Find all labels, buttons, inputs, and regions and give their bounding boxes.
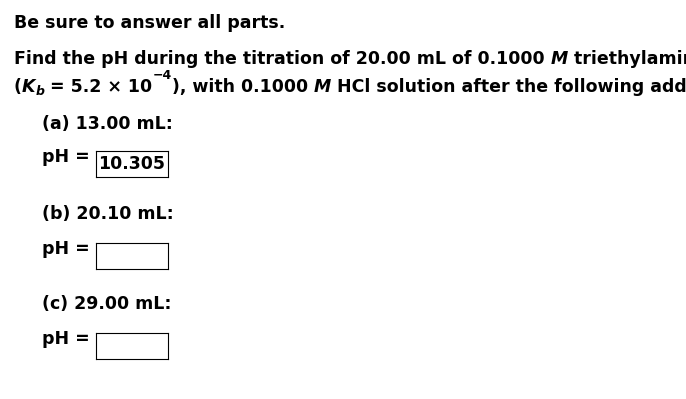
Text: Be sure to answer all parts.: Be sure to answer all parts.: [14, 14, 285, 32]
Text: (: (: [14, 78, 22, 96]
Text: −4: −4: [152, 69, 172, 82]
Text: pH =: pH =: [42, 240, 96, 258]
Text: (a) 13.00 mL:: (a) 13.00 mL:: [42, 115, 173, 133]
Text: = 5.2 × 10: = 5.2 × 10: [45, 78, 152, 96]
Text: triethylamine, (CH: triethylamine, (CH: [568, 50, 686, 68]
Text: pH =: pH =: [42, 148, 96, 166]
Text: b: b: [36, 85, 45, 98]
Text: 10.305: 10.305: [98, 155, 165, 173]
Text: Find the pH during the titration of 20.00 mL of 0.1000: Find the pH during the titration of 20.0…: [14, 50, 551, 68]
Text: pH =: pH =: [42, 330, 96, 348]
Text: (b) 20.10 mL:: (b) 20.10 mL:: [42, 205, 174, 223]
Text: ), with 0.1000: ), with 0.1000: [172, 78, 314, 96]
Text: (c) 29.00 mL:: (c) 29.00 mL:: [42, 295, 172, 313]
Text: M: M: [551, 50, 568, 68]
Text: HCl solution after the following additions of titrant.: HCl solution after the following additio…: [331, 78, 686, 96]
Text: M: M: [314, 78, 331, 96]
Text: K: K: [22, 78, 36, 96]
